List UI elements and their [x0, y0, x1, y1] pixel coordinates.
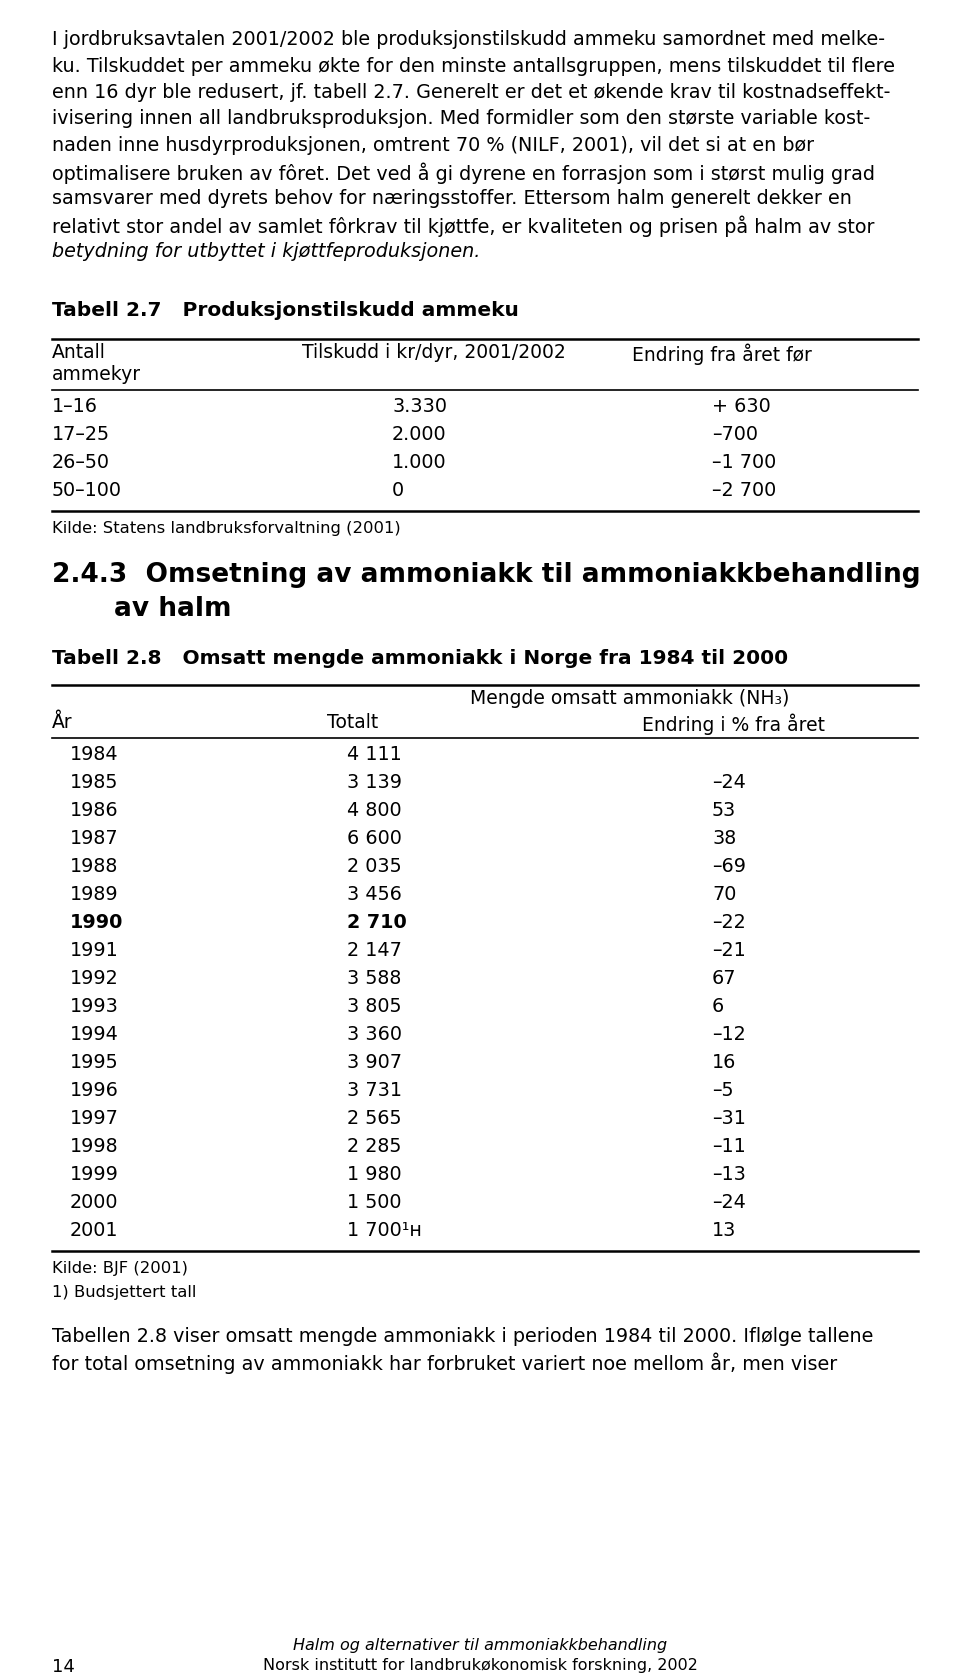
Text: –31: –31: [712, 1108, 746, 1128]
Text: –11: –11: [712, 1137, 746, 1155]
Text: Kilde: BJF (2001): Kilde: BJF (2001): [52, 1261, 188, 1276]
Text: for total omsetning av ammoniakk har forbruket variert noe mellom år, men viser: for total omsetning av ammoniakk har for…: [52, 1353, 837, 1375]
Text: 14: 14: [52, 1657, 75, 1676]
Text: 2 035: 2 035: [347, 856, 401, 875]
Text: 70: 70: [712, 885, 736, 903]
Text: Mengde omsatt ammoniakk (NH₃): Mengde omsatt ammoniakk (NH₃): [470, 690, 790, 709]
Text: 1994: 1994: [70, 1024, 119, 1044]
Text: –12: –12: [712, 1024, 746, 1044]
Text: 3 805: 3 805: [347, 997, 401, 1016]
Text: 67: 67: [712, 969, 736, 987]
Text: av halm: av halm: [114, 596, 231, 623]
Text: Tabellen 2.8 viser omsatt mengde ammoniakk i perioden 1984 til 2000. Iflølge tal: Tabellen 2.8 viser omsatt mengde ammonia…: [52, 1326, 874, 1345]
Text: 1 700¹ʜ: 1 700¹ʜ: [347, 1221, 421, 1239]
Text: Totalt: Totalt: [327, 714, 378, 732]
Text: Norsk institutt for landbrukøkonomisk forskning, 2002: Norsk institutt for landbrukøkonomisk fo…: [263, 1657, 697, 1672]
Text: 1992: 1992: [70, 969, 119, 987]
Text: –21: –21: [712, 940, 746, 959]
Text: 2 147: 2 147: [347, 940, 402, 959]
Text: 3 588: 3 588: [347, 969, 401, 987]
Text: 1996: 1996: [70, 1081, 119, 1100]
Text: + 630: + 630: [712, 396, 771, 415]
Text: 1–16: 1–16: [52, 396, 98, 415]
Text: ku. Tilskuddet per ammeku økte for den minste antallsgruppen, mens tilskuddet ti: ku. Tilskuddet per ammeku økte for den m…: [52, 57, 895, 76]
Text: 1989: 1989: [70, 885, 119, 903]
Text: 6 600: 6 600: [347, 828, 402, 848]
Text: Tabell 2.7   Produksjonstilskudd ammeku: Tabell 2.7 Produksjonstilskudd ammeku: [52, 301, 518, 319]
Text: I jordbruksavtalen 2001/2002 ble produksjonstilskudd ammeku samordnet med melke-: I jordbruksavtalen 2001/2002 ble produks…: [52, 30, 885, 49]
Text: 4 800: 4 800: [347, 801, 401, 819]
Text: 1988: 1988: [70, 856, 118, 875]
Text: 3 360: 3 360: [347, 1024, 402, 1044]
Text: 38: 38: [712, 828, 736, 848]
Text: ammekyr: ammekyr: [52, 366, 141, 384]
Text: 1991: 1991: [70, 940, 119, 959]
Text: Halm og alternativer til ammoniakkbehandling: Halm og alternativer til ammoniakkbehand…: [293, 1639, 667, 1654]
Text: 3 907: 3 907: [347, 1053, 402, 1071]
Text: 1998: 1998: [70, 1137, 119, 1155]
Text: 1987: 1987: [70, 828, 119, 848]
Text: Tabell 2.8   Omsatt mengde ammoniakk i Norge fra 1984 til 2000: Tabell 2.8 Omsatt mengde ammoniakk i Nor…: [52, 648, 788, 668]
Text: 26–50: 26–50: [52, 453, 110, 472]
Text: –24: –24: [712, 772, 746, 791]
Text: Endring fra året før: Endring fra året før: [632, 344, 812, 364]
Text: 3 139: 3 139: [347, 772, 402, 791]
Text: 1999: 1999: [70, 1165, 119, 1184]
Text: Kilde: Statens landbruksforvaltning (2001): Kilde: Statens landbruksforvaltning (200…: [52, 520, 400, 536]
Text: 3 731: 3 731: [347, 1081, 402, 1100]
Text: –700: –700: [712, 425, 758, 443]
Text: 1) Budsjettert tall: 1) Budsjettert tall: [52, 1284, 197, 1300]
Text: 1984: 1984: [70, 744, 119, 764]
Text: 1995: 1995: [70, 1053, 119, 1071]
Text: 2.000: 2.000: [392, 425, 446, 443]
Text: 1993: 1993: [70, 997, 119, 1016]
Text: –5: –5: [712, 1081, 733, 1100]
Text: optimalisere bruken av fôret. Det ved å gi dyrene en forrasjon som i størst muli: optimalisere bruken av fôret. Det ved å …: [52, 163, 875, 185]
Text: 53: 53: [712, 801, 736, 819]
Text: Endring i % fra året: Endring i % fra året: [642, 714, 825, 735]
Text: samsvarer med dyrets behov for næringsstoffer. Ettersom halm generelt dekker en: samsvarer med dyrets behov for næringsst…: [52, 190, 852, 208]
Text: År: År: [52, 714, 73, 732]
Text: –69: –69: [712, 856, 746, 875]
Text: ivisering innen all landbruksproduksjon. Med formidler som den største variable : ivisering innen all landbruksproduksjon.…: [52, 109, 871, 129]
Text: –2 700: –2 700: [712, 480, 777, 499]
Text: 1 500: 1 500: [347, 1192, 401, 1212]
Text: 50–100: 50–100: [52, 480, 122, 499]
Text: 1985: 1985: [70, 772, 118, 791]
Text: 1997: 1997: [70, 1108, 119, 1128]
Text: 1.000: 1.000: [392, 453, 446, 472]
Text: 2.4.3  Omsetning av ammoniakk til ammoniakkbehandling: 2.4.3 Omsetning av ammoniakk til ammonia…: [52, 562, 921, 589]
Text: 3.330: 3.330: [392, 396, 447, 415]
Text: 17–25: 17–25: [52, 425, 110, 443]
Text: 1 980: 1 980: [347, 1165, 401, 1184]
Text: 6: 6: [712, 997, 724, 1016]
Text: –1 700: –1 700: [712, 453, 777, 472]
Text: enn 16 dyr ble redusert, jf. tabell 2.7. Generelt er det et økende krav til kost: enn 16 dyr ble redusert, jf. tabell 2.7.…: [52, 82, 890, 102]
Text: Tilskudd i kr/dyr, 2001/2002: Tilskudd i kr/dyr, 2001/2002: [302, 344, 565, 363]
Text: 16: 16: [712, 1053, 736, 1071]
Text: 2 285: 2 285: [347, 1137, 401, 1155]
Text: –13: –13: [712, 1165, 746, 1184]
Text: 2 710: 2 710: [347, 912, 407, 932]
Text: 13: 13: [712, 1221, 736, 1239]
Text: –22: –22: [712, 912, 746, 932]
Text: 2 565: 2 565: [347, 1108, 401, 1128]
Text: 4 111: 4 111: [347, 744, 401, 764]
Text: 0: 0: [392, 480, 404, 499]
Text: naden inne husdyrproduksjonen, omtrent 70 % (NILF, 2001), vil det si at en bør: naden inne husdyrproduksjonen, omtrent 7…: [52, 136, 814, 154]
Text: 1986: 1986: [70, 801, 119, 819]
Text: 1990: 1990: [70, 912, 124, 932]
Text: 2001: 2001: [70, 1221, 118, 1239]
Text: 3 456: 3 456: [347, 885, 402, 903]
Text: –24: –24: [712, 1192, 746, 1212]
Text: betydning for utbyttet i kjøttfeproduksjonen.: betydning for utbyttet i kjøttfeproduksj…: [52, 242, 480, 260]
Text: relativt stor andel av samlet fôrkrav til kjøttfe, er kvaliteten og prisen på ha: relativt stor andel av samlet fôrkrav ti…: [52, 215, 875, 237]
Text: Antall: Antall: [52, 344, 106, 363]
Text: 2000: 2000: [70, 1192, 118, 1212]
